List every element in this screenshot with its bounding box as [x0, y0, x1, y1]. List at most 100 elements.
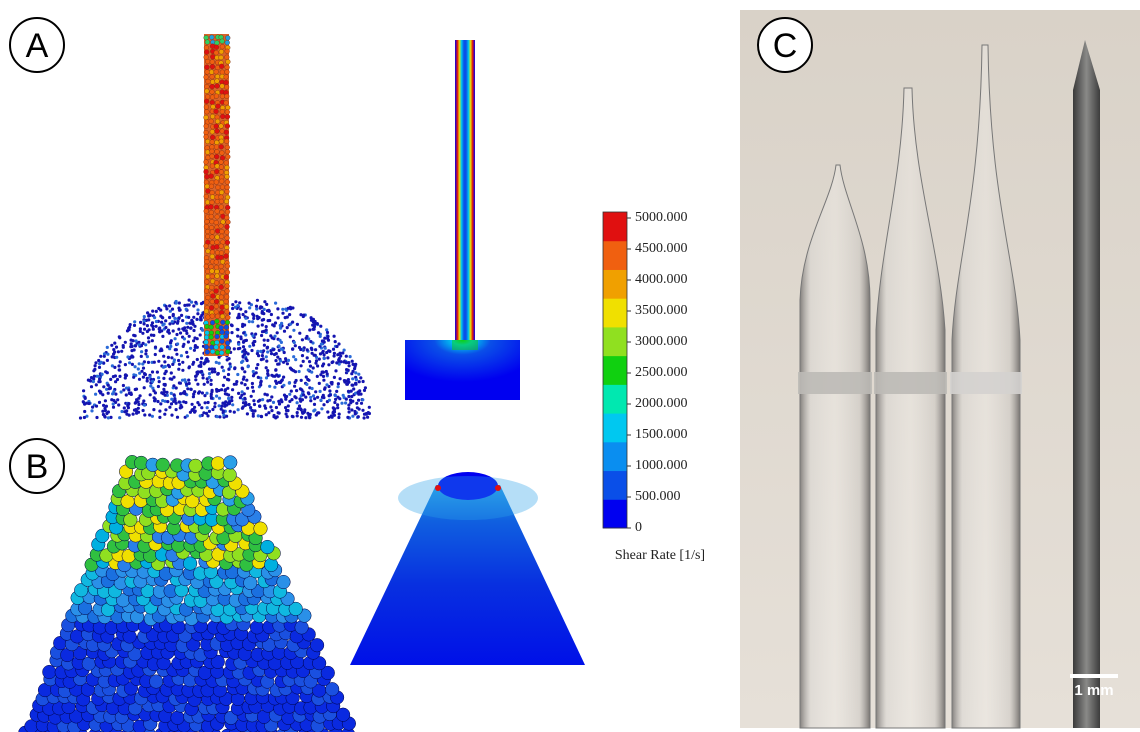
particle: [220, 269, 225, 274]
particle: [252, 415, 255, 418]
particle: [106, 346, 109, 349]
particle: [227, 373, 230, 376]
particle: [162, 388, 165, 391]
particle: [164, 319, 167, 322]
particle: [209, 174, 214, 179]
particle: [188, 365, 191, 368]
particle: [107, 416, 110, 419]
particle: [219, 144, 224, 149]
particle: [161, 399, 164, 402]
particle: [210, 114, 215, 119]
particle: [348, 410, 351, 413]
particle: [244, 351, 247, 354]
particle: [219, 280, 224, 285]
particle: [83, 410, 86, 413]
particle: [341, 351, 344, 354]
particle: [210, 84, 215, 89]
particle: [259, 307, 262, 310]
particle: [357, 391, 360, 394]
particle: [138, 372, 141, 375]
particle: [98, 377, 101, 380]
particle: [354, 371, 357, 374]
particle: [210, 79, 215, 84]
particle: [210, 129, 215, 134]
particle: [83, 416, 86, 419]
particle: [265, 325, 268, 328]
particle: [194, 301, 197, 304]
particle: [320, 343, 323, 346]
particle: [132, 413, 135, 416]
particle: [333, 354, 336, 357]
particle: [103, 355, 106, 358]
particle: [192, 395, 195, 398]
particle: [253, 403, 256, 406]
particle: [296, 401, 299, 404]
particle: [204, 401, 207, 404]
particle: [178, 316, 181, 319]
particle: [209, 184, 214, 189]
particle: [224, 254, 229, 259]
particle: [214, 145, 219, 150]
particle: [220, 405, 223, 408]
particle: [214, 402, 217, 405]
particle: [205, 324, 210, 329]
particle: [172, 329, 175, 332]
particle: [226, 220, 231, 225]
particle: [218, 362, 221, 365]
particle: [248, 306, 251, 309]
particle: [176, 342, 179, 345]
particle: [274, 359, 277, 362]
particle: [134, 365, 137, 368]
particle: [293, 341, 296, 344]
particle: [281, 378, 284, 381]
particle: [246, 387, 249, 390]
particle: [221, 366, 224, 369]
particle: [92, 369, 95, 372]
particle: [316, 375, 319, 378]
particle: [244, 383, 247, 386]
particle: [277, 344, 280, 347]
particle: [291, 347, 294, 350]
particle: [90, 409, 93, 412]
particle: [277, 375, 280, 378]
particle: [256, 299, 259, 302]
particle: [248, 320, 251, 323]
particle: [219, 285, 224, 290]
particle: [205, 174, 210, 179]
particle: [204, 224, 209, 229]
particle: [94, 393, 97, 396]
particle: [117, 364, 120, 367]
panel-label: A: [26, 27, 49, 65]
particle: [146, 330, 149, 333]
particle: [278, 381, 281, 384]
particle: [142, 367, 145, 370]
particle: [151, 339, 154, 342]
particle: [215, 209, 220, 214]
particle: [220, 39, 225, 44]
particle: [224, 130, 229, 135]
particle: [143, 320, 146, 323]
particle: [205, 184, 210, 189]
particle: [309, 399, 312, 402]
colorbar-tick-label: 1000.000: [635, 458, 688, 473]
particle: [90, 376, 93, 379]
particle: [164, 365, 167, 368]
particle: [147, 336, 150, 339]
particle: [157, 376, 160, 379]
particle-cone: [19, 455, 356, 732]
particle: [335, 390, 338, 393]
particle: [225, 264, 230, 269]
particle: [205, 259, 210, 264]
particle: [236, 304, 239, 307]
particle: [226, 387, 229, 390]
particle: [98, 401, 101, 404]
particle: [155, 310, 158, 313]
particle: [314, 354, 317, 357]
particle: [241, 367, 244, 370]
particle: [130, 339, 133, 342]
particle: [204, 124, 209, 129]
particle: [146, 379, 149, 382]
particle: [209, 335, 214, 340]
particle: [219, 190, 224, 195]
particle: [240, 337, 243, 340]
